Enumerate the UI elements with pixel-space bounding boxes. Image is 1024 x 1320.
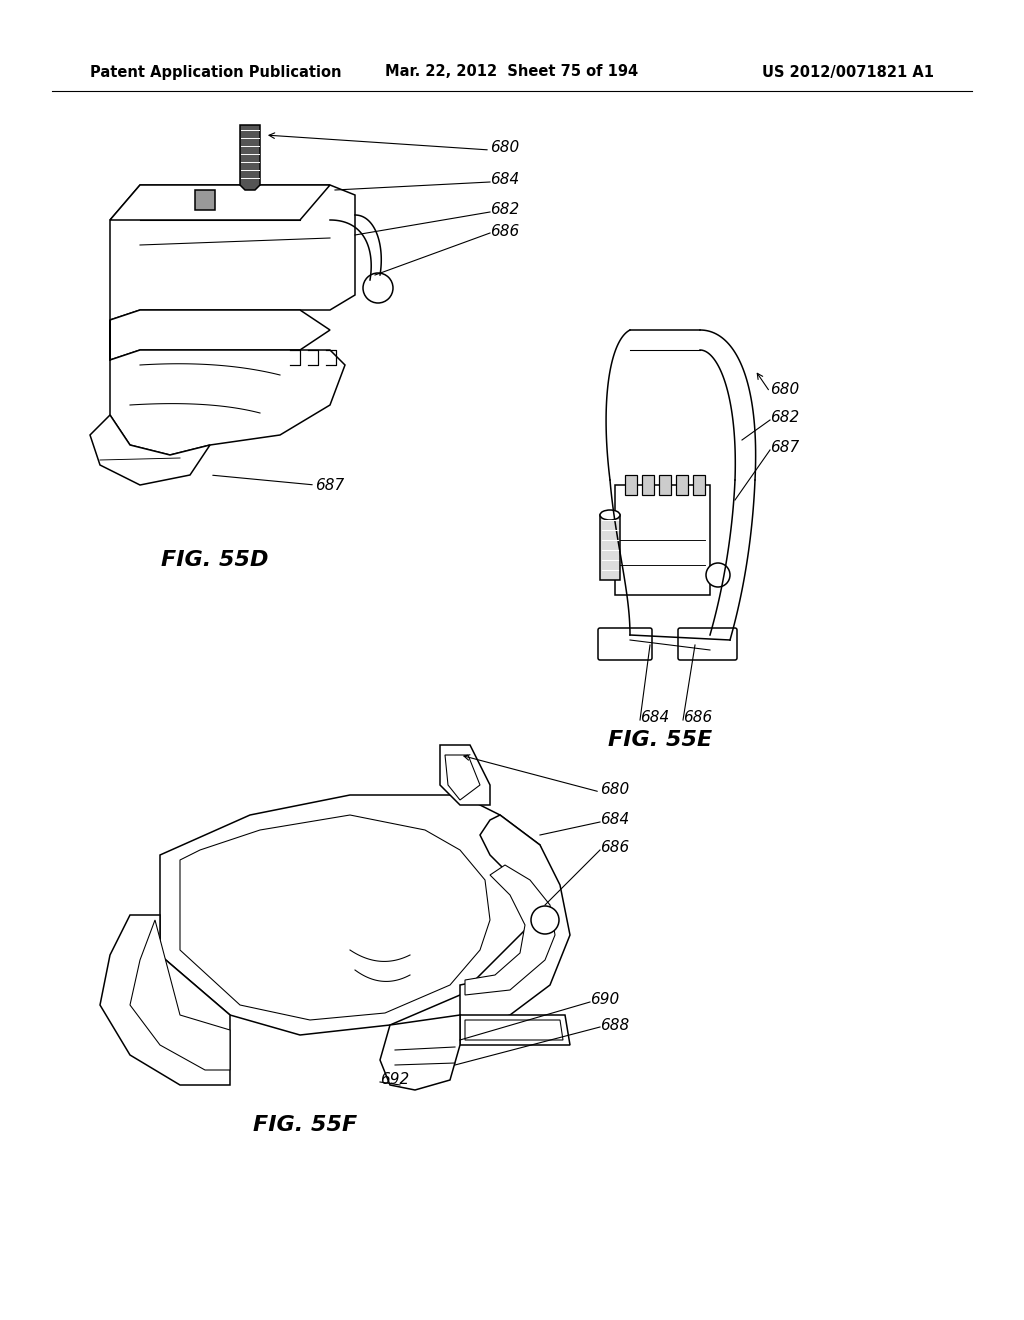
Text: 684: 684 [490, 173, 519, 187]
Polygon shape [110, 185, 355, 319]
Text: 684: 684 [600, 813, 630, 828]
Text: 680: 680 [770, 383, 800, 397]
Text: 688: 688 [600, 1018, 630, 1032]
Polygon shape [615, 484, 710, 595]
Text: FIG. 55D: FIG. 55D [161, 550, 268, 570]
Polygon shape [110, 310, 330, 360]
Circle shape [362, 273, 393, 304]
Polygon shape [130, 920, 230, 1071]
Polygon shape [160, 795, 550, 1035]
Text: 682: 682 [770, 411, 800, 425]
Text: Mar. 22, 2012  Sheet 75 of 194: Mar. 22, 2012 Sheet 75 of 194 [385, 65, 639, 79]
Text: 684: 684 [640, 710, 670, 726]
Polygon shape [659, 475, 671, 495]
FancyBboxPatch shape [598, 628, 652, 660]
Text: 686: 686 [490, 224, 519, 239]
Polygon shape [100, 915, 230, 1085]
Circle shape [531, 906, 559, 935]
Text: 690: 690 [590, 993, 620, 1007]
Text: 687: 687 [315, 478, 344, 492]
Ellipse shape [600, 510, 620, 520]
Polygon shape [460, 1015, 570, 1045]
Circle shape [706, 564, 730, 587]
Polygon shape [642, 475, 654, 495]
Polygon shape [110, 185, 330, 220]
Polygon shape [625, 475, 637, 495]
Text: Patent Application Publication: Patent Application Publication [90, 65, 341, 79]
Text: 686: 686 [600, 841, 630, 855]
Polygon shape [460, 814, 570, 1026]
Polygon shape [240, 125, 260, 190]
Polygon shape [600, 515, 620, 579]
Text: FIG. 55F: FIG. 55F [253, 1115, 357, 1135]
Polygon shape [180, 814, 490, 1020]
Text: 682: 682 [490, 202, 519, 218]
Text: 687: 687 [770, 441, 800, 455]
Polygon shape [195, 190, 215, 210]
Polygon shape [380, 1015, 460, 1090]
Polygon shape [440, 744, 490, 805]
Polygon shape [465, 1020, 563, 1040]
Polygon shape [110, 319, 345, 455]
Text: FIG. 55E: FIG. 55E [608, 730, 712, 750]
Text: US 2012/0071821 A1: US 2012/0071821 A1 [762, 65, 934, 79]
Polygon shape [693, 475, 705, 495]
Text: 692: 692 [380, 1072, 410, 1088]
Text: 686: 686 [683, 710, 713, 726]
Polygon shape [676, 475, 688, 495]
Text: 680: 680 [490, 140, 519, 156]
FancyBboxPatch shape [678, 628, 737, 660]
Polygon shape [465, 865, 555, 995]
Polygon shape [90, 414, 210, 484]
Text: 680: 680 [600, 783, 630, 797]
Polygon shape [445, 755, 480, 800]
